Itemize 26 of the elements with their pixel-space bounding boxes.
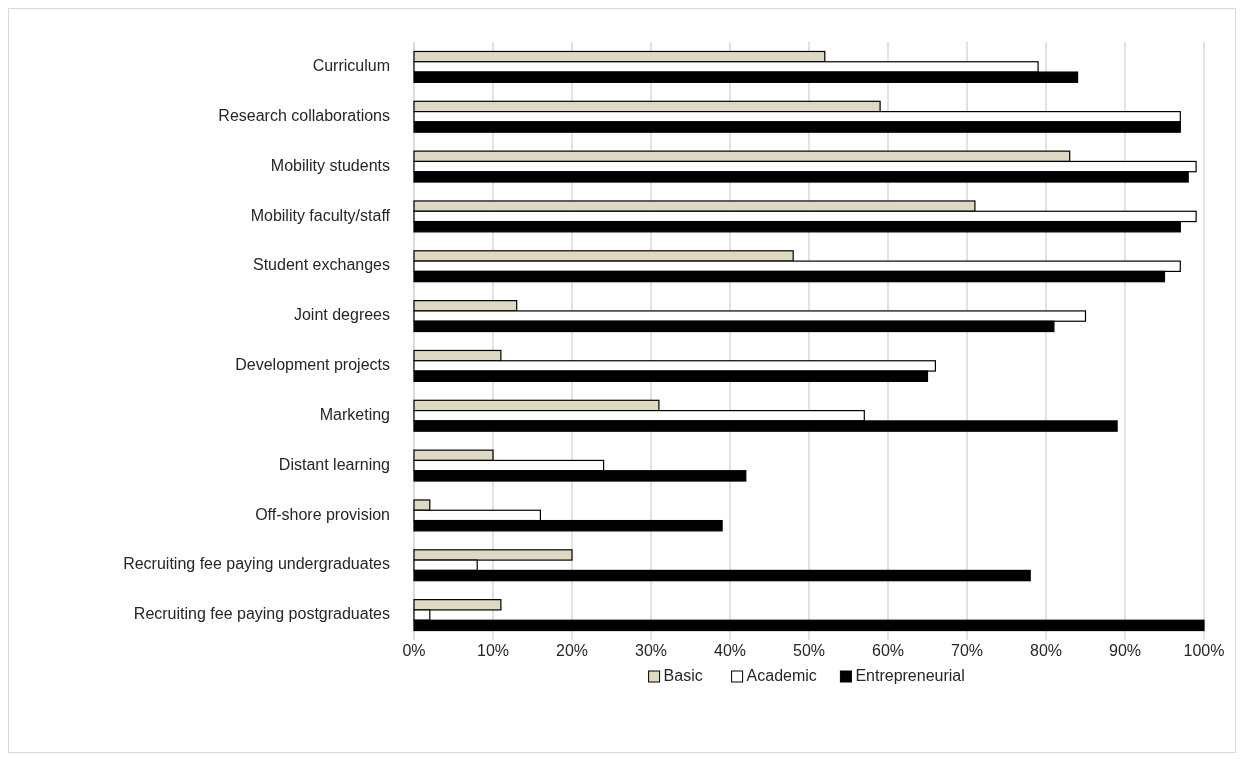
y-tick-label: Joint degrees bbox=[293, 306, 390, 324]
y-tick-label: Development projects bbox=[235, 356, 390, 374]
y-tick-label: Mobility faculty/staff bbox=[250, 206, 391, 224]
y-tick-label: Recruiting fee paying undergraduates bbox=[123, 555, 390, 573]
x-tick-label: 70% bbox=[950, 642, 984, 660]
x-tick-label: 80% bbox=[1029, 642, 1063, 660]
x-tick-label: 100% bbox=[1183, 642, 1225, 660]
y-tick-label: Mobility students bbox=[270, 156, 390, 174]
x-tick-label: 0% bbox=[402, 642, 426, 660]
y-tick-label: Research collaborations bbox=[218, 106, 390, 124]
legend-label: Basic bbox=[663, 667, 703, 685]
y-tick-label: Distant learning bbox=[278, 455, 390, 473]
x-tick-label: 20% bbox=[555, 642, 589, 660]
x-tick-label: 50% bbox=[792, 642, 826, 660]
y-tick-label: Marketing bbox=[319, 405, 390, 423]
y-tick-label: Recruiting fee paying postgraduates bbox=[133, 605, 390, 623]
legend-label: Academic bbox=[746, 667, 817, 685]
x-tick-label: 30% bbox=[634, 642, 668, 660]
x-tick-label: 10% bbox=[476, 642, 510, 660]
x-tick-label: 60% bbox=[871, 642, 905, 660]
x-tick-label: 90% bbox=[1108, 642, 1142, 660]
legend-label: Entrepreneurial bbox=[855, 667, 965, 685]
y-tick-label: Curriculum bbox=[312, 57, 390, 75]
y-tick-label: Off-shore provision bbox=[255, 505, 390, 523]
y-tick-label: Student exchanges bbox=[253, 256, 390, 274]
x-tick-label: 40% bbox=[713, 642, 747, 660]
